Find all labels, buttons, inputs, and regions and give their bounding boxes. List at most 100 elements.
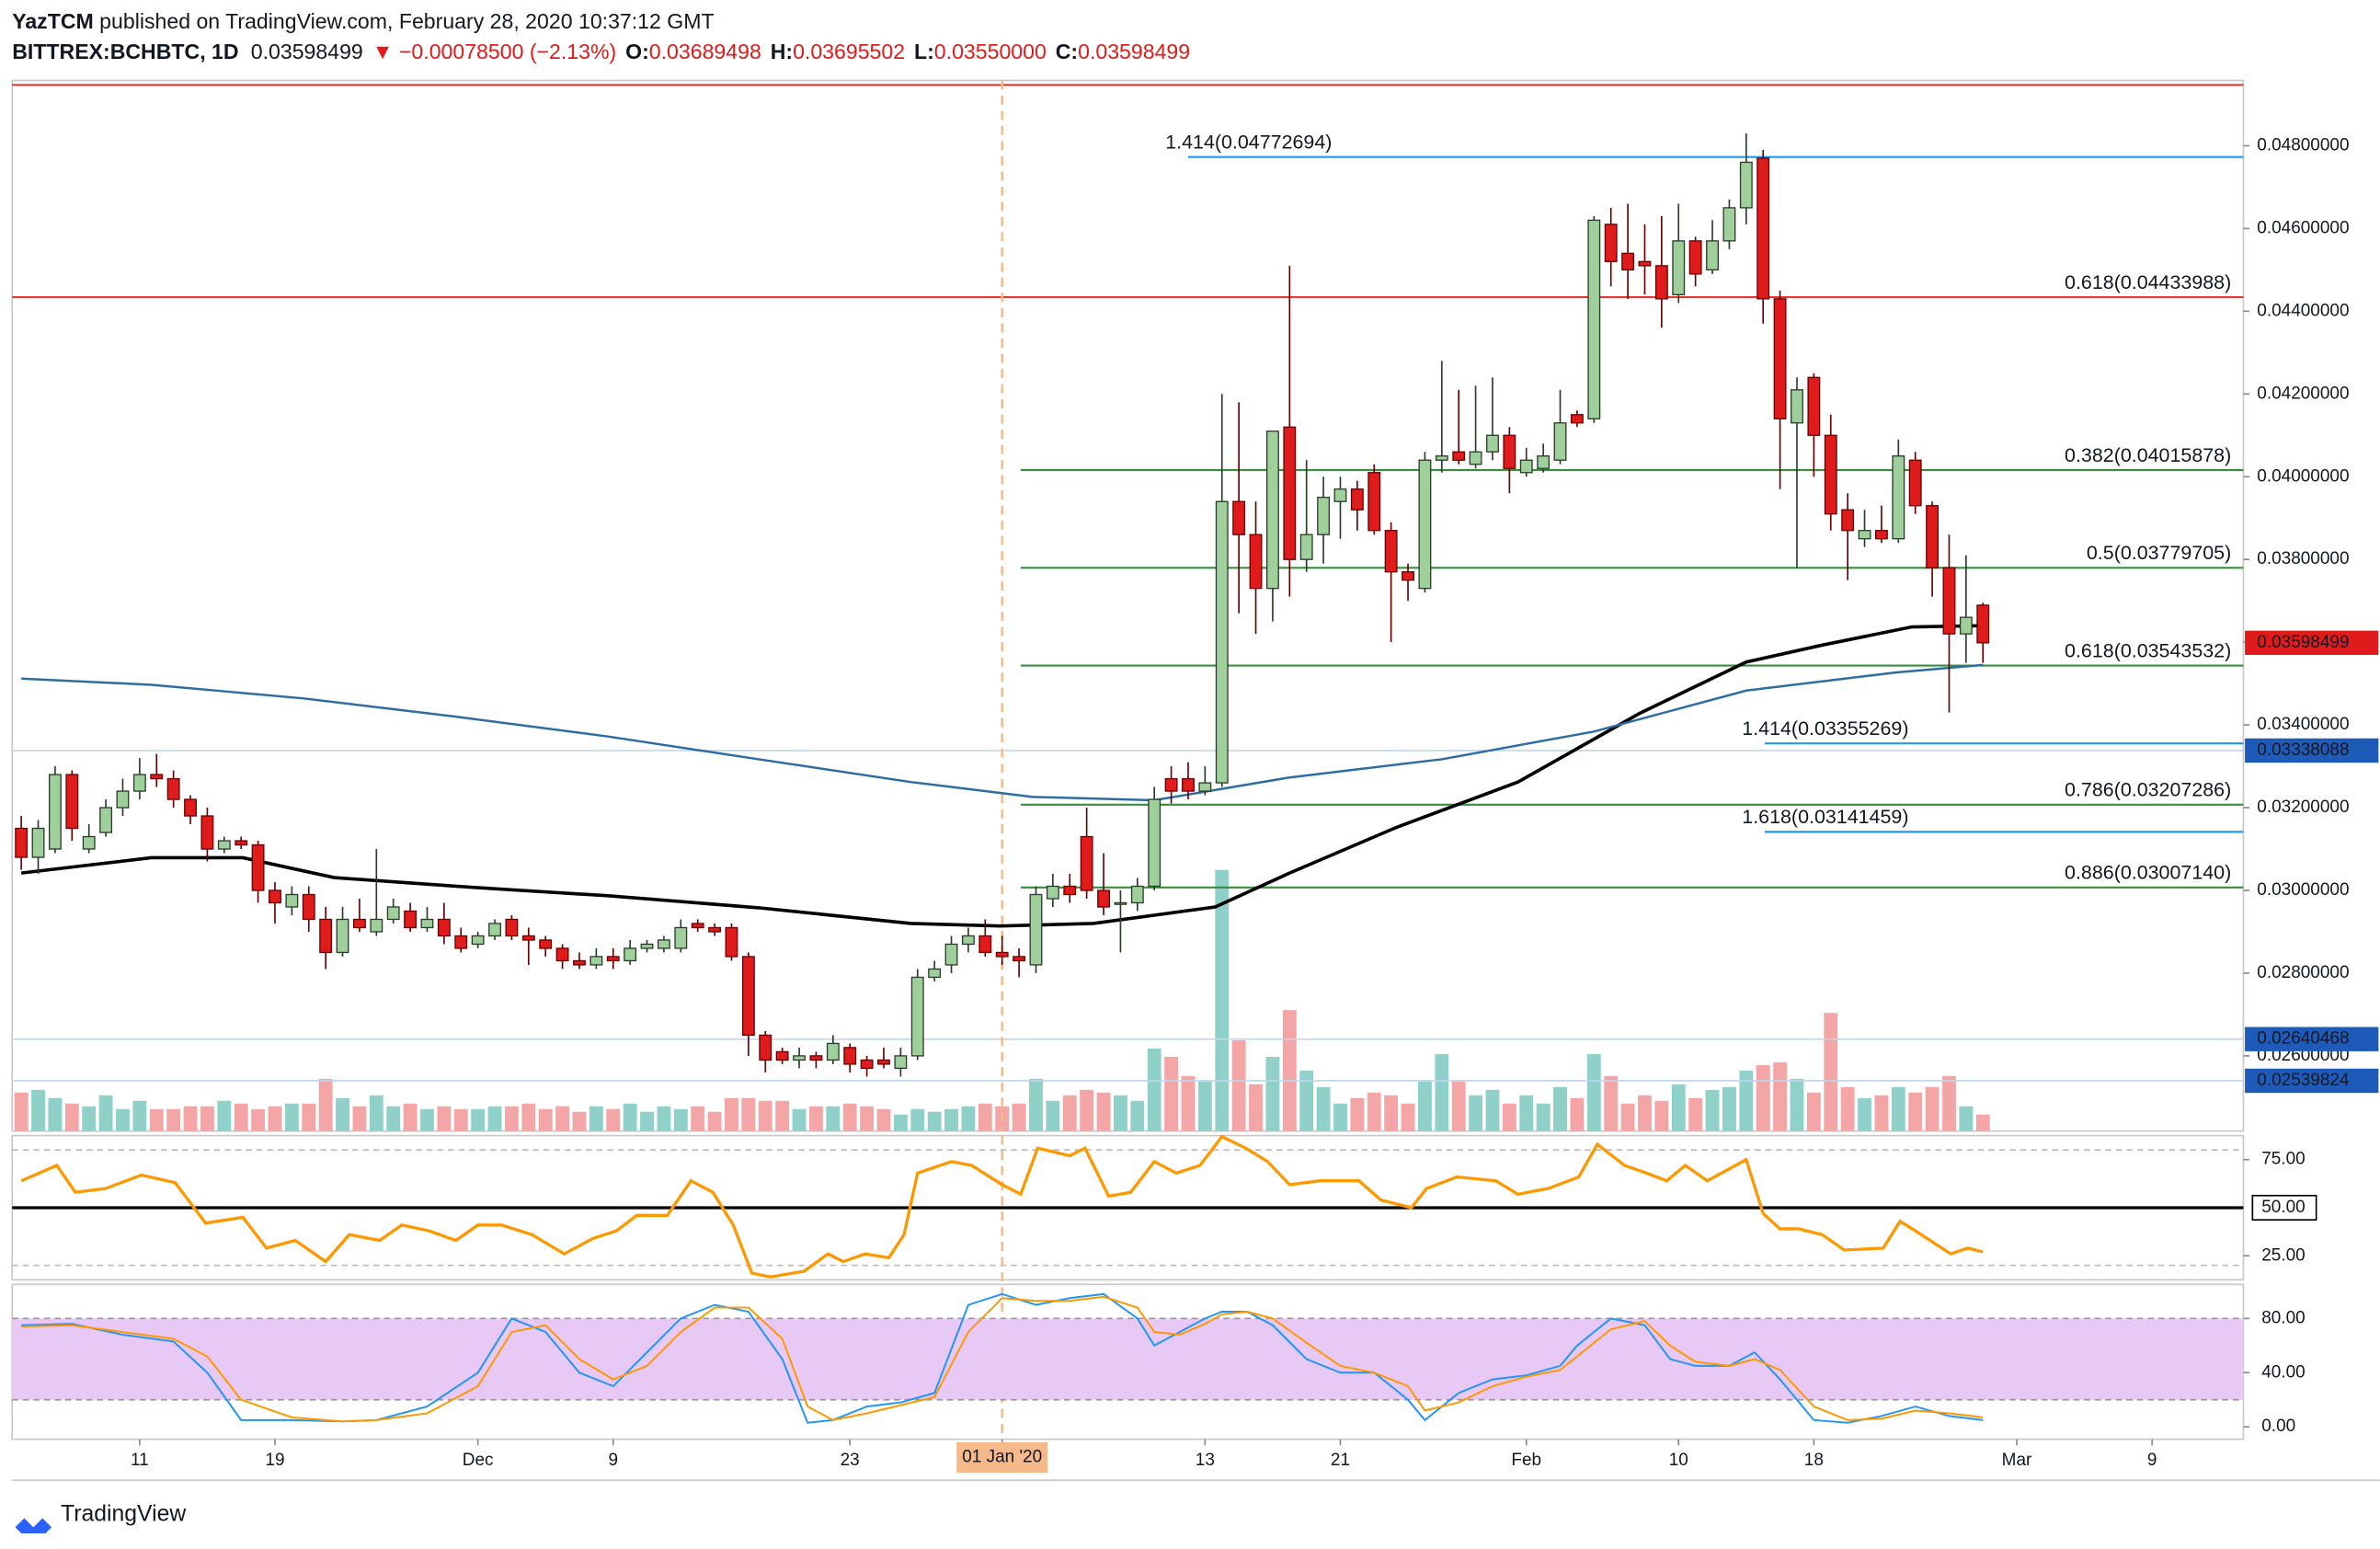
volume-bar bbox=[758, 1100, 772, 1131]
candle-body bbox=[1469, 451, 1482, 465]
volume-bar bbox=[538, 1108, 553, 1131]
candle-body bbox=[1841, 509, 1855, 532]
candle-body bbox=[1063, 885, 1077, 896]
candle-body bbox=[1265, 430, 1279, 590]
volume-bar bbox=[1282, 1010, 1297, 1131]
y-tick-label: 0.03000000 bbox=[2257, 880, 2349, 900]
candle-body bbox=[1858, 530, 1871, 540]
moving-average bbox=[21, 663, 1984, 802]
candle-body bbox=[624, 947, 637, 962]
fib-label: 0.618(0.04433988) bbox=[2065, 271, 2231, 293]
candle-body bbox=[1249, 534, 1263, 590]
volume-bar bbox=[640, 1111, 654, 1131]
volume-bar bbox=[1688, 1097, 1703, 1131]
candle-body bbox=[1959, 616, 1973, 635]
rsi-mid-box bbox=[2251, 1194, 2317, 1221]
volume-bar bbox=[521, 1103, 536, 1131]
volume-bar bbox=[1553, 1086, 1567, 1131]
y-tick-label: 0.04400000 bbox=[2257, 301, 2349, 320]
volume-bar bbox=[1350, 1097, 1365, 1131]
stoch-band bbox=[12, 1318, 2244, 1400]
ohlc-label: O: bbox=[625, 40, 649, 63]
volume-bar bbox=[1316, 1086, 1331, 1131]
x-tick-label: Feb bbox=[1511, 1451, 1541, 1470]
volume-bar bbox=[1012, 1103, 1026, 1131]
volume-bar bbox=[623, 1103, 637, 1131]
candle-body bbox=[1333, 488, 1347, 502]
volume-bar bbox=[826, 1106, 841, 1131]
volume-bar bbox=[1942, 1075, 1956, 1131]
volume-bar bbox=[1570, 1097, 1585, 1131]
volume-bar bbox=[352, 1106, 367, 1131]
candle-body bbox=[555, 947, 569, 962]
candle-body bbox=[1317, 497, 1331, 535]
candle-body bbox=[1621, 252, 1635, 271]
candle-body bbox=[1773, 298, 1787, 419]
candle-body bbox=[116, 790, 130, 809]
volume-bar bbox=[284, 1103, 299, 1131]
candle-body bbox=[1654, 265, 1668, 300]
y-tick-label: 0.03400000 bbox=[2257, 715, 2349, 734]
header-line-1: YazTCM published on TradingView.com, Feb… bbox=[12, 9, 714, 33]
volume-bar bbox=[1451, 1081, 1466, 1131]
candle-body bbox=[505, 918, 519, 937]
ohlc-value: 0.03689498 bbox=[649, 40, 761, 63]
volume-bar bbox=[437, 1106, 452, 1131]
x-tick-label: 18 bbox=[1804, 1451, 1824, 1470]
volume-bar bbox=[1299, 1070, 1314, 1131]
volume-bar bbox=[302, 1103, 316, 1131]
candle-body bbox=[1570, 414, 1584, 424]
candle-body bbox=[1537, 455, 1550, 469]
candle-body bbox=[809, 1055, 823, 1061]
volume-bar bbox=[1604, 1075, 1619, 1131]
candle-body bbox=[251, 843, 265, 891]
volume-bar bbox=[1756, 1064, 1770, 1131]
volume-bar bbox=[792, 1108, 807, 1131]
candle-body bbox=[1942, 567, 1956, 635]
x-tick-label: 21 bbox=[1331, 1451, 1350, 1470]
volume-bar bbox=[217, 1100, 232, 1131]
price-marker-label: 0.03598499 bbox=[2257, 633, 2349, 652]
rsi-mid-label: 50.00 bbox=[2261, 1198, 2305, 1217]
fib-label: 0.5(0.03779705) bbox=[2087, 542, 2231, 564]
y-tick-label: 0.04200000 bbox=[2257, 384, 2349, 403]
fib-label: 0.886(0.03007140) bbox=[2065, 862, 2231, 884]
candle-body bbox=[370, 918, 383, 933]
candle-body bbox=[1299, 534, 1313, 560]
price-marker-label: 0.03338088 bbox=[2257, 740, 2349, 760]
candle-body bbox=[285, 893, 299, 908]
candle-body bbox=[589, 956, 603, 966]
candle-body bbox=[1402, 571, 1414, 581]
y-tick-label: 0.02800000 bbox=[2257, 963, 2349, 982]
y-tick-label: 0.03200000 bbox=[2257, 797, 2349, 817]
volume-bar bbox=[166, 1108, 181, 1131]
price: 0.03598499 bbox=[251, 40, 363, 63]
candle-body bbox=[877, 1059, 890, 1065]
x-tick-label: Dec bbox=[463, 1451, 494, 1470]
volume-bar bbox=[944, 1108, 958, 1131]
price-marker-label: 0.02539824 bbox=[2257, 1071, 2349, 1090]
volume-bar bbox=[1469, 1095, 1483, 1131]
candle-body bbox=[1452, 451, 1466, 461]
candle-body bbox=[1164, 777, 1178, 792]
candle-body bbox=[1013, 956, 1026, 962]
volume-bar bbox=[31, 1089, 45, 1131]
candle-body bbox=[1232, 500, 1246, 535]
candle-body bbox=[1503, 434, 1516, 469]
candle-body bbox=[1114, 901, 1127, 905]
candle-body bbox=[708, 926, 722, 933]
candle-body bbox=[573, 959, 586, 966]
volume-bar bbox=[1790, 1078, 1804, 1131]
candle-body bbox=[1080, 835, 1093, 891]
volume-bar bbox=[1806, 1092, 1821, 1131]
volume-bar bbox=[234, 1103, 248, 1131]
volume-bar bbox=[504, 1106, 519, 1131]
volume-bar bbox=[1197, 1081, 1212, 1131]
stoch-tick-label: 0.00 bbox=[2261, 1417, 2295, 1436]
candle-body bbox=[657, 939, 670, 949]
candle-body bbox=[1519, 459, 1533, 474]
y-tick-label: 0.04600000 bbox=[2257, 218, 2349, 237]
stoch-line bbox=[21, 1292, 1984, 1424]
volume-bar bbox=[1824, 1013, 1838, 1131]
volume-bar bbox=[808, 1106, 823, 1131]
